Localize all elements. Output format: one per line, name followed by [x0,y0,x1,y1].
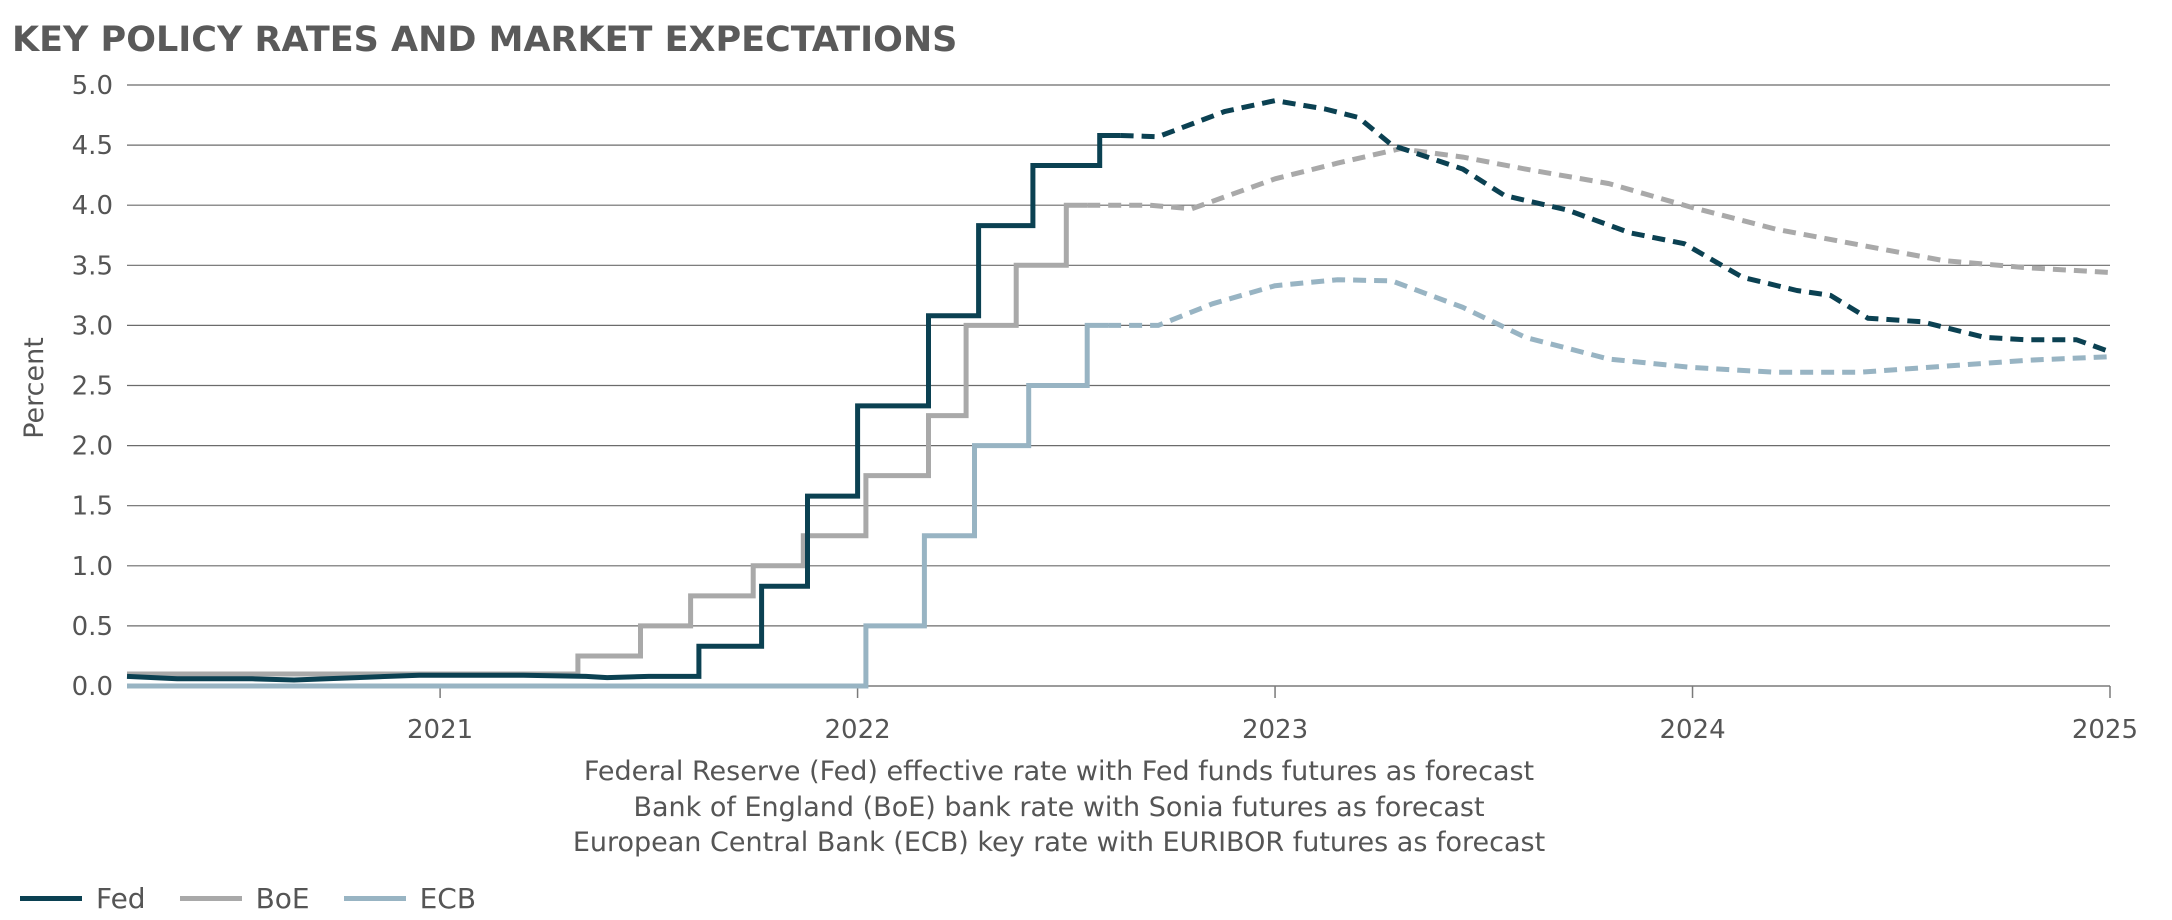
legend-swatch-boe [179,895,242,901]
series-line-fed-actual [126,133,1121,683]
series-line-ecb-forecast [1108,277,2111,375]
note-ecb: European Central Bank (ECB) key rate wit… [572,827,1546,858]
y-tick-label: 2.5 [72,372,113,402]
y-tick-label: 1.0 [72,552,113,582]
series-line-boe-forecast [1087,146,2111,275]
legend-item-ecb: ECB [343,881,477,915]
legend-label-boe: BoE [255,881,310,915]
series-lines [126,98,2111,689]
legend-item-fed: Fed [20,882,146,915]
x-tick-label: 2021 [407,715,473,745]
x-tick-label: 2025 [2072,715,2138,745]
chart-title: KEY POLICY RATES AND MARKET EXPECTATIONS [12,20,958,60]
y-tick-label: 5.0 [72,71,113,101]
legend-swatch-ecb [343,895,406,901]
y-tick-label: 3.0 [72,311,113,341]
y-tick-label: 0.0 [72,672,113,702]
legend-label-fed: Fed [96,881,146,915]
y-axis-title: Percent [19,337,50,439]
legend-label-ecb: ECB [419,881,477,915]
note-fed: Federal Reserve (Fed) effective rate wit… [583,756,1535,787]
legend-item-boe: BoE [179,881,310,915]
y-tick-label: 4.5 [72,131,113,161]
y-tick-label: 0.5 [72,612,113,642]
series-line-ecb-actual [127,322,1109,689]
series-line-boe-actual [127,202,1088,677]
y-tick-label: 2.0 [72,432,113,462]
legend: Fed BoE ECB [20,878,510,918]
y-axis-ticks: 0.0 0.5 1.0 1.5 2.0 2.5 3.0 3.5 4.0 4.5 5.0 [72,71,113,702]
legend-swatch-fed [20,895,82,901]
chart-notes: Federal Reserve (Fed) effective rate wit… [0,756,2172,876]
x-tick-label: 2023 [1242,715,1308,745]
x-tick-label: 2022 [824,715,890,745]
series-line-fed-forecast [1120,98,2111,355]
x-tick-label: 2024 [1659,715,1725,745]
y-tick-label: 3.5 [72,251,113,281]
gridlines [127,84,2110,687]
y-tick-label: 1.5 [72,492,113,522]
x-axis-ticks: 2021 2022 2023 2024 2025 [407,686,2138,745]
y-tick-label: 4.0 [72,191,113,221]
note-boe: Bank of England (BoE) bank rate with Son… [633,792,1485,823]
